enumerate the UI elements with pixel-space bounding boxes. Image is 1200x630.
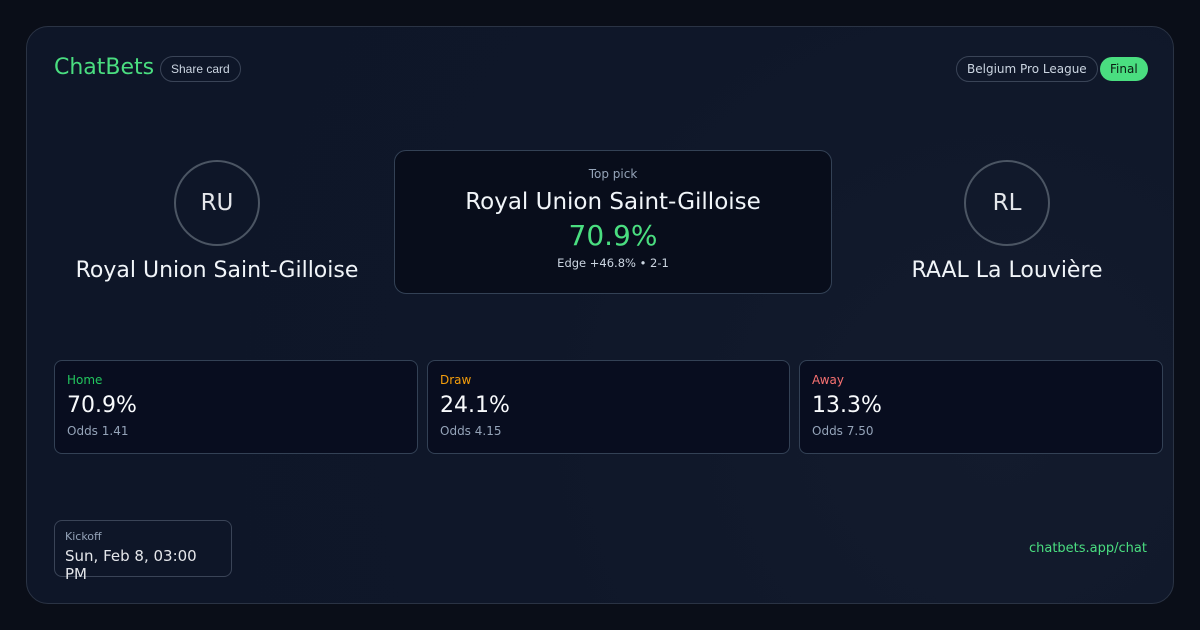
outcome-value: 70.9% [67, 393, 137, 418]
brand-logo: ChatBets [54, 55, 155, 80]
league-badge: Belgium Pro League [956, 56, 1098, 82]
outcome-odds: Odds 7.50 [812, 424, 874, 438]
top-pick-probability: 70.9% [568, 219, 658, 252]
outcome-value: 24.1% [440, 393, 510, 418]
home-team-name: Royal Union Saint-Gilloise [75, 258, 359, 283]
match-card: ChatBets Share card Belgium Pro League F… [26, 26, 1174, 604]
outcome-away: Away 13.3% Odds 7.50 [799, 360, 1163, 454]
outcome-draw: Draw 24.1% Odds 4.15 [427, 360, 790, 454]
top-pick-detail: Edge +46.8% • 2-1 [557, 256, 669, 270]
chatbets-link[interactable]: chatbets.app/chat [1028, 541, 1147, 556]
outcome-home: Home 70.9% Odds 1.41 [54, 360, 418, 454]
kickoff-label: Kickoff [65, 530, 102, 543]
outcome-label: Home [67, 373, 103, 387]
away-team-name: RAAL La Louvière [911, 258, 1103, 283]
outcome-odds: Odds 4.15 [440, 424, 502, 438]
away-team: RL RAAL La Louvière [837, 160, 1177, 283]
home-team: RU Royal Union Saint-Gilloise [47, 160, 387, 283]
outcome-label: Draw [440, 373, 472, 387]
share-card-button[interactable]: Share card [160, 56, 241, 82]
home-avatar: RU [174, 160, 260, 246]
away-avatar: RL [964, 160, 1050, 246]
outcome-value: 13.3% [812, 393, 882, 418]
outcome-label: Away [812, 373, 844, 387]
kickoff-time: Sun, Feb 8, 03:00 PM [65, 547, 197, 583]
outcome-odds: Odds 1.41 [67, 424, 129, 438]
top-pick-panel: Top pick Royal Union Saint-Gilloise 70.9… [394, 150, 832, 294]
top-pick-label: Top pick [588, 167, 638, 181]
status-badge: Final [1100, 57, 1148, 81]
kickoff-box: Kickoff Sun, Feb 8, 03:00 PM [54, 520, 232, 583]
top-pick-team: Royal Union Saint-Gilloise [465, 189, 761, 215]
